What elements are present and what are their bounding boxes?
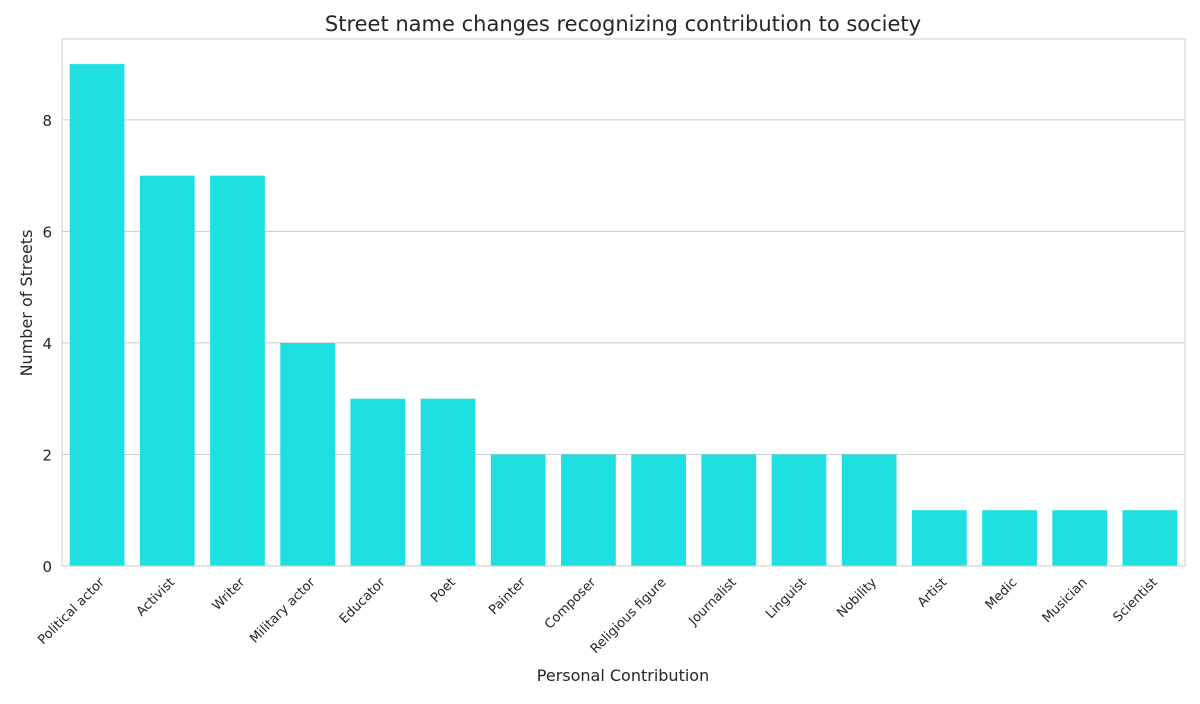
x-tick-label: Writer <box>210 575 249 614</box>
bar-scientist <box>1122 510 1178 566</box>
y-tick-labels: 0 2 4 6 8 <box>42 112 52 576</box>
bar-educator <box>350 398 406 566</box>
x-tick-label: Religious figure <box>588 575 670 657</box>
x-tick-label: Scientist <box>1111 575 1161 625</box>
x-tick-label: Poet <box>428 575 459 606</box>
bar-journalist <box>701 454 757 566</box>
bar-political-actor <box>69 64 125 566</box>
bar-musician <box>1052 510 1108 566</box>
x-tick-label: Musician <box>1040 575 1091 626</box>
bar-composer <box>561 454 616 566</box>
bar-linguist <box>771 454 827 566</box>
y-axis-label: Number of Streets <box>17 230 36 377</box>
bar-poet <box>420 398 476 566</box>
bar-writer <box>210 175 265 566</box>
x-tick-label: Linguist <box>763 575 810 622</box>
x-tick-label: Nobility <box>834 575 880 621</box>
x-tick-label: Activist <box>134 575 178 619</box>
bar-military-actor <box>280 342 336 566</box>
bar-artist <box>911 510 967 566</box>
x-tick-label: Medic <box>983 575 1021 613</box>
y-tick-label: 6 <box>42 223 52 241</box>
bars <box>69 64 1178 566</box>
y-tick-label: 0 <box>42 558 52 576</box>
bar-nobility <box>841 454 897 566</box>
bar-medic <box>982 510 1037 566</box>
x-tick-label: Artist <box>915 575 950 610</box>
y-tick-label: 2 <box>42 446 52 464</box>
bar-religious-figure <box>631 454 686 566</box>
y-tick-label: 8 <box>42 112 52 130</box>
y-tick-label: 4 <box>42 335 52 353</box>
x-tick-label: Political actor <box>35 575 108 648</box>
bar-activist <box>139 175 195 566</box>
x-tick-label: Educator <box>337 575 389 627</box>
x-tick-label: Painter <box>486 575 529 618</box>
x-tick-label: Military actor <box>247 575 319 647</box>
x-tick-label: Composer <box>542 575 600 633</box>
chart-title: Street name changes recognizing contribu… <box>325 12 921 36</box>
plot-frame <box>61 38 1186 567</box>
x-axis-label: Personal Contribution <box>537 666 709 685</box>
x-tick-label: Journalist <box>686 575 740 629</box>
bar-painter <box>490 454 546 566</box>
